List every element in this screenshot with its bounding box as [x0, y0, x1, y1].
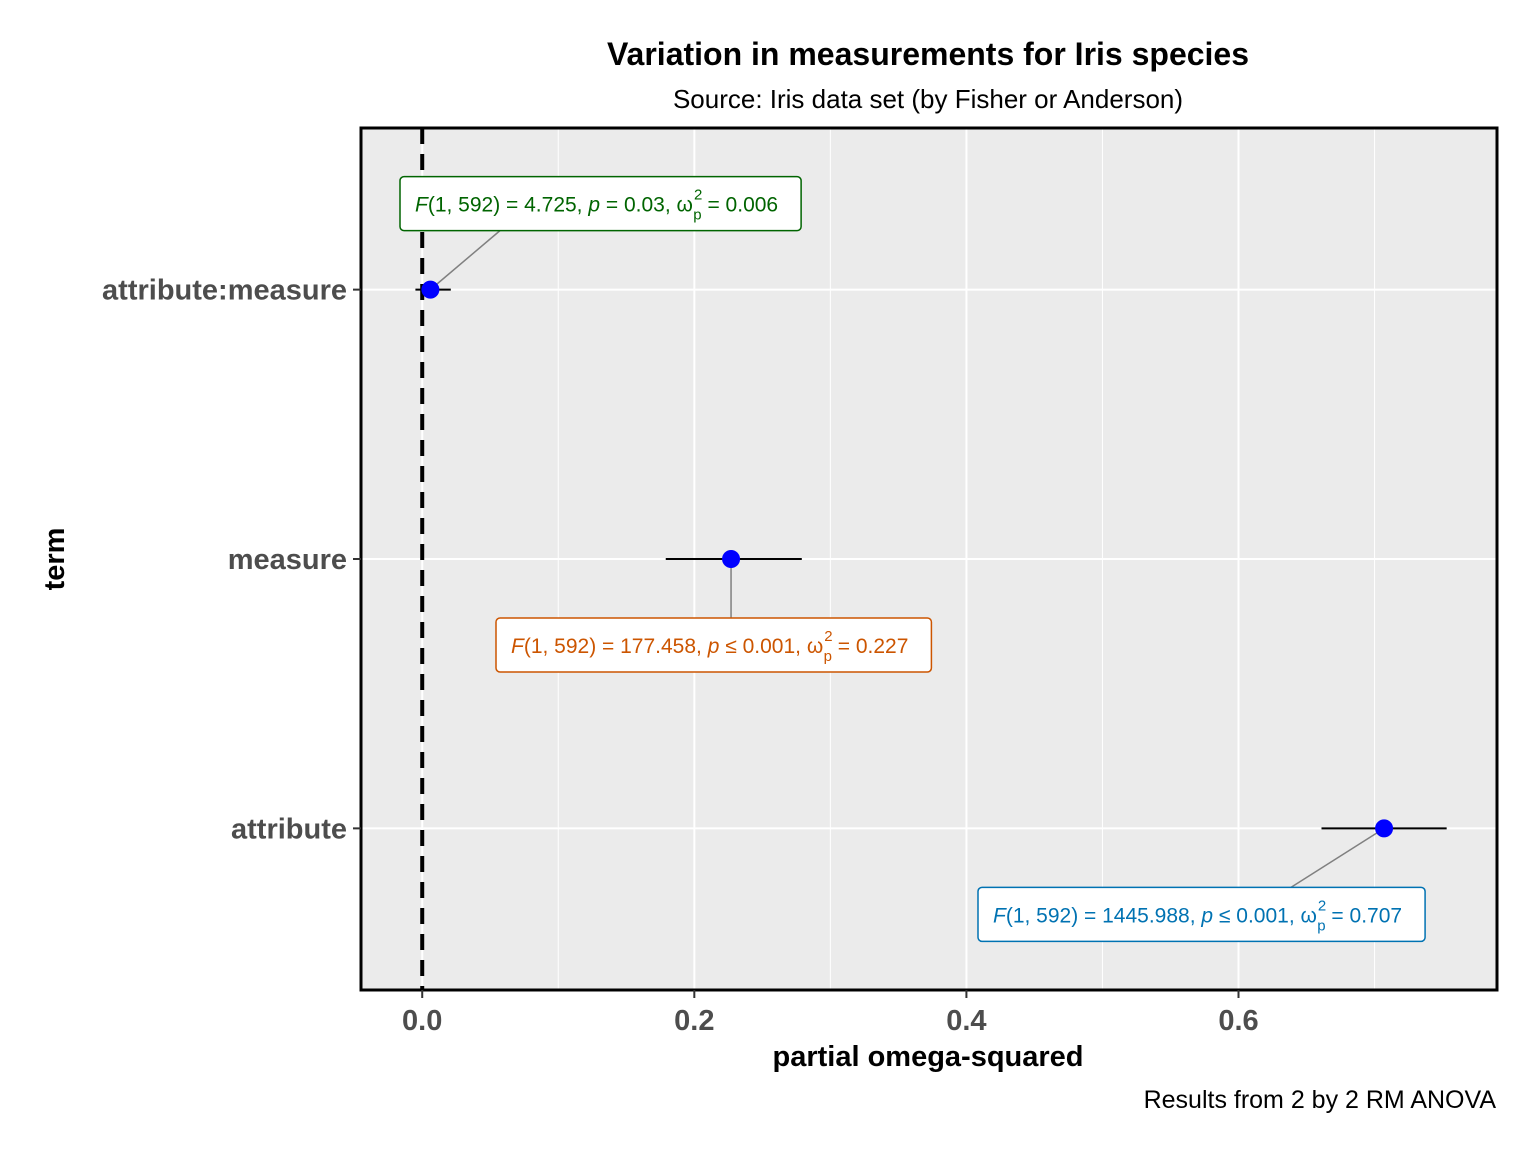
- label-connectors: [429, 230, 1385, 889]
- stat-p-symbol: p: [587, 194, 600, 217]
- stat-labels: F(1, 592) = 4.725, p = 0.03, ω2 p = 0.006…: [399, 175, 1426, 943]
- estimate-point: [421, 280, 440, 299]
- x-tick-label: 0.4: [946, 1005, 986, 1037]
- stat-superscript: 2: [1318, 897, 1326, 914]
- y-tick-label: attribute:measure: [102, 275, 347, 307]
- x-tick-label: 0.2: [674, 1005, 714, 1037]
- y-axis-ticks: attribute:measure measure attribute: [102, 275, 361, 845]
- stat-subscript: p: [824, 648, 832, 665]
- stat-estimate: = 0.707: [1326, 904, 1402, 927]
- estimate-point: [1375, 819, 1394, 838]
- stat-label-text: F(1, 592) = 4.725, p = 0.03, ω2 p = 0.006: [415, 187, 778, 224]
- stat-label: F(1, 592) = 4.725, p = 0.03, ω2 p = 0.006: [399, 175, 802, 232]
- stat-f-symbol: F: [993, 904, 1007, 927]
- stat-label-box: [977, 886, 1426, 943]
- chart-caption: Results from 2 by 2 RM ANOVA: [1144, 1086, 1497, 1114]
- x-tick-label: 0.6: [1218, 1005, 1258, 1037]
- connector-line: [429, 230, 501, 291]
- stat-p-value: ≤ 0.001,: [719, 635, 806, 658]
- stat-estimate: = 0.006: [702, 194, 778, 217]
- stat-f-value: (1, 592) = 4.725,: [428, 194, 589, 217]
- stat-f-symbol: F: [511, 635, 525, 658]
- x-tick-label: 0.0: [402, 1005, 442, 1037]
- stat-superscript: 2: [694, 187, 702, 204]
- x-axis-ticks: 0.0 0.2 0.4 0.6: [402, 990, 1259, 1037]
- stat-omega-symbol: ω: [677, 194, 693, 217]
- points: [421, 280, 1394, 838]
- stat-omega-symbol: ω: [1301, 904, 1317, 927]
- stat-omega-symbol: ω: [807, 635, 823, 658]
- stat-f-value: (1, 592) = 1445.988,: [1006, 904, 1202, 927]
- y-axis-title: term: [39, 528, 71, 591]
- stat-label: F(1, 592) = 177.458, p ≤ 0.001, ω2 p = 0.…: [495, 617, 933, 673]
- y-tick-label: measure: [228, 544, 347, 576]
- stat-label-box: [399, 175, 802, 232]
- stat-label-text: F(1, 592) = 1445.988, p ≤ 0.001, ω2 p = 0…: [993, 897, 1402, 934]
- chart-title: Variation in measurements for Iris speci…: [607, 36, 1249, 72]
- stat-f-value: (1, 592) = 177.458,: [524, 635, 708, 658]
- estimate-point: [722, 550, 741, 568]
- stat-superscript: 2: [824, 628, 832, 645]
- stat-p-symbol: p: [1200, 904, 1213, 927]
- stat-p-value: = 0.03,: [600, 194, 676, 217]
- stat-subscript: p: [1317, 917, 1325, 934]
- stat-p-value: ≤ 0.001,: [1213, 904, 1300, 927]
- stat-subscript: p: [693, 207, 701, 224]
- stat-label-box: [495, 617, 933, 673]
- x-axis-title: partial omega-squared: [772, 1041, 1083, 1073]
- stat-p-symbol: p: [707, 635, 720, 658]
- y-tick-label: attribute: [231, 813, 347, 845]
- stat-label-text: F(1, 592) = 177.458, p ≤ 0.001, ω2 p = 0.…: [511, 628, 908, 665]
- chart-subtitle: Source: Iris data set (by Fisher or Ande…: [673, 84, 1183, 114]
- stat-f-symbol: F: [415, 194, 429, 217]
- connector-line: [1290, 827, 1385, 889]
- stat-estimate: = 0.227: [832, 635, 908, 658]
- stat-label: F(1, 592) = 1445.988, p ≤ 0.001, ω2 p = 0…: [977, 886, 1426, 943]
